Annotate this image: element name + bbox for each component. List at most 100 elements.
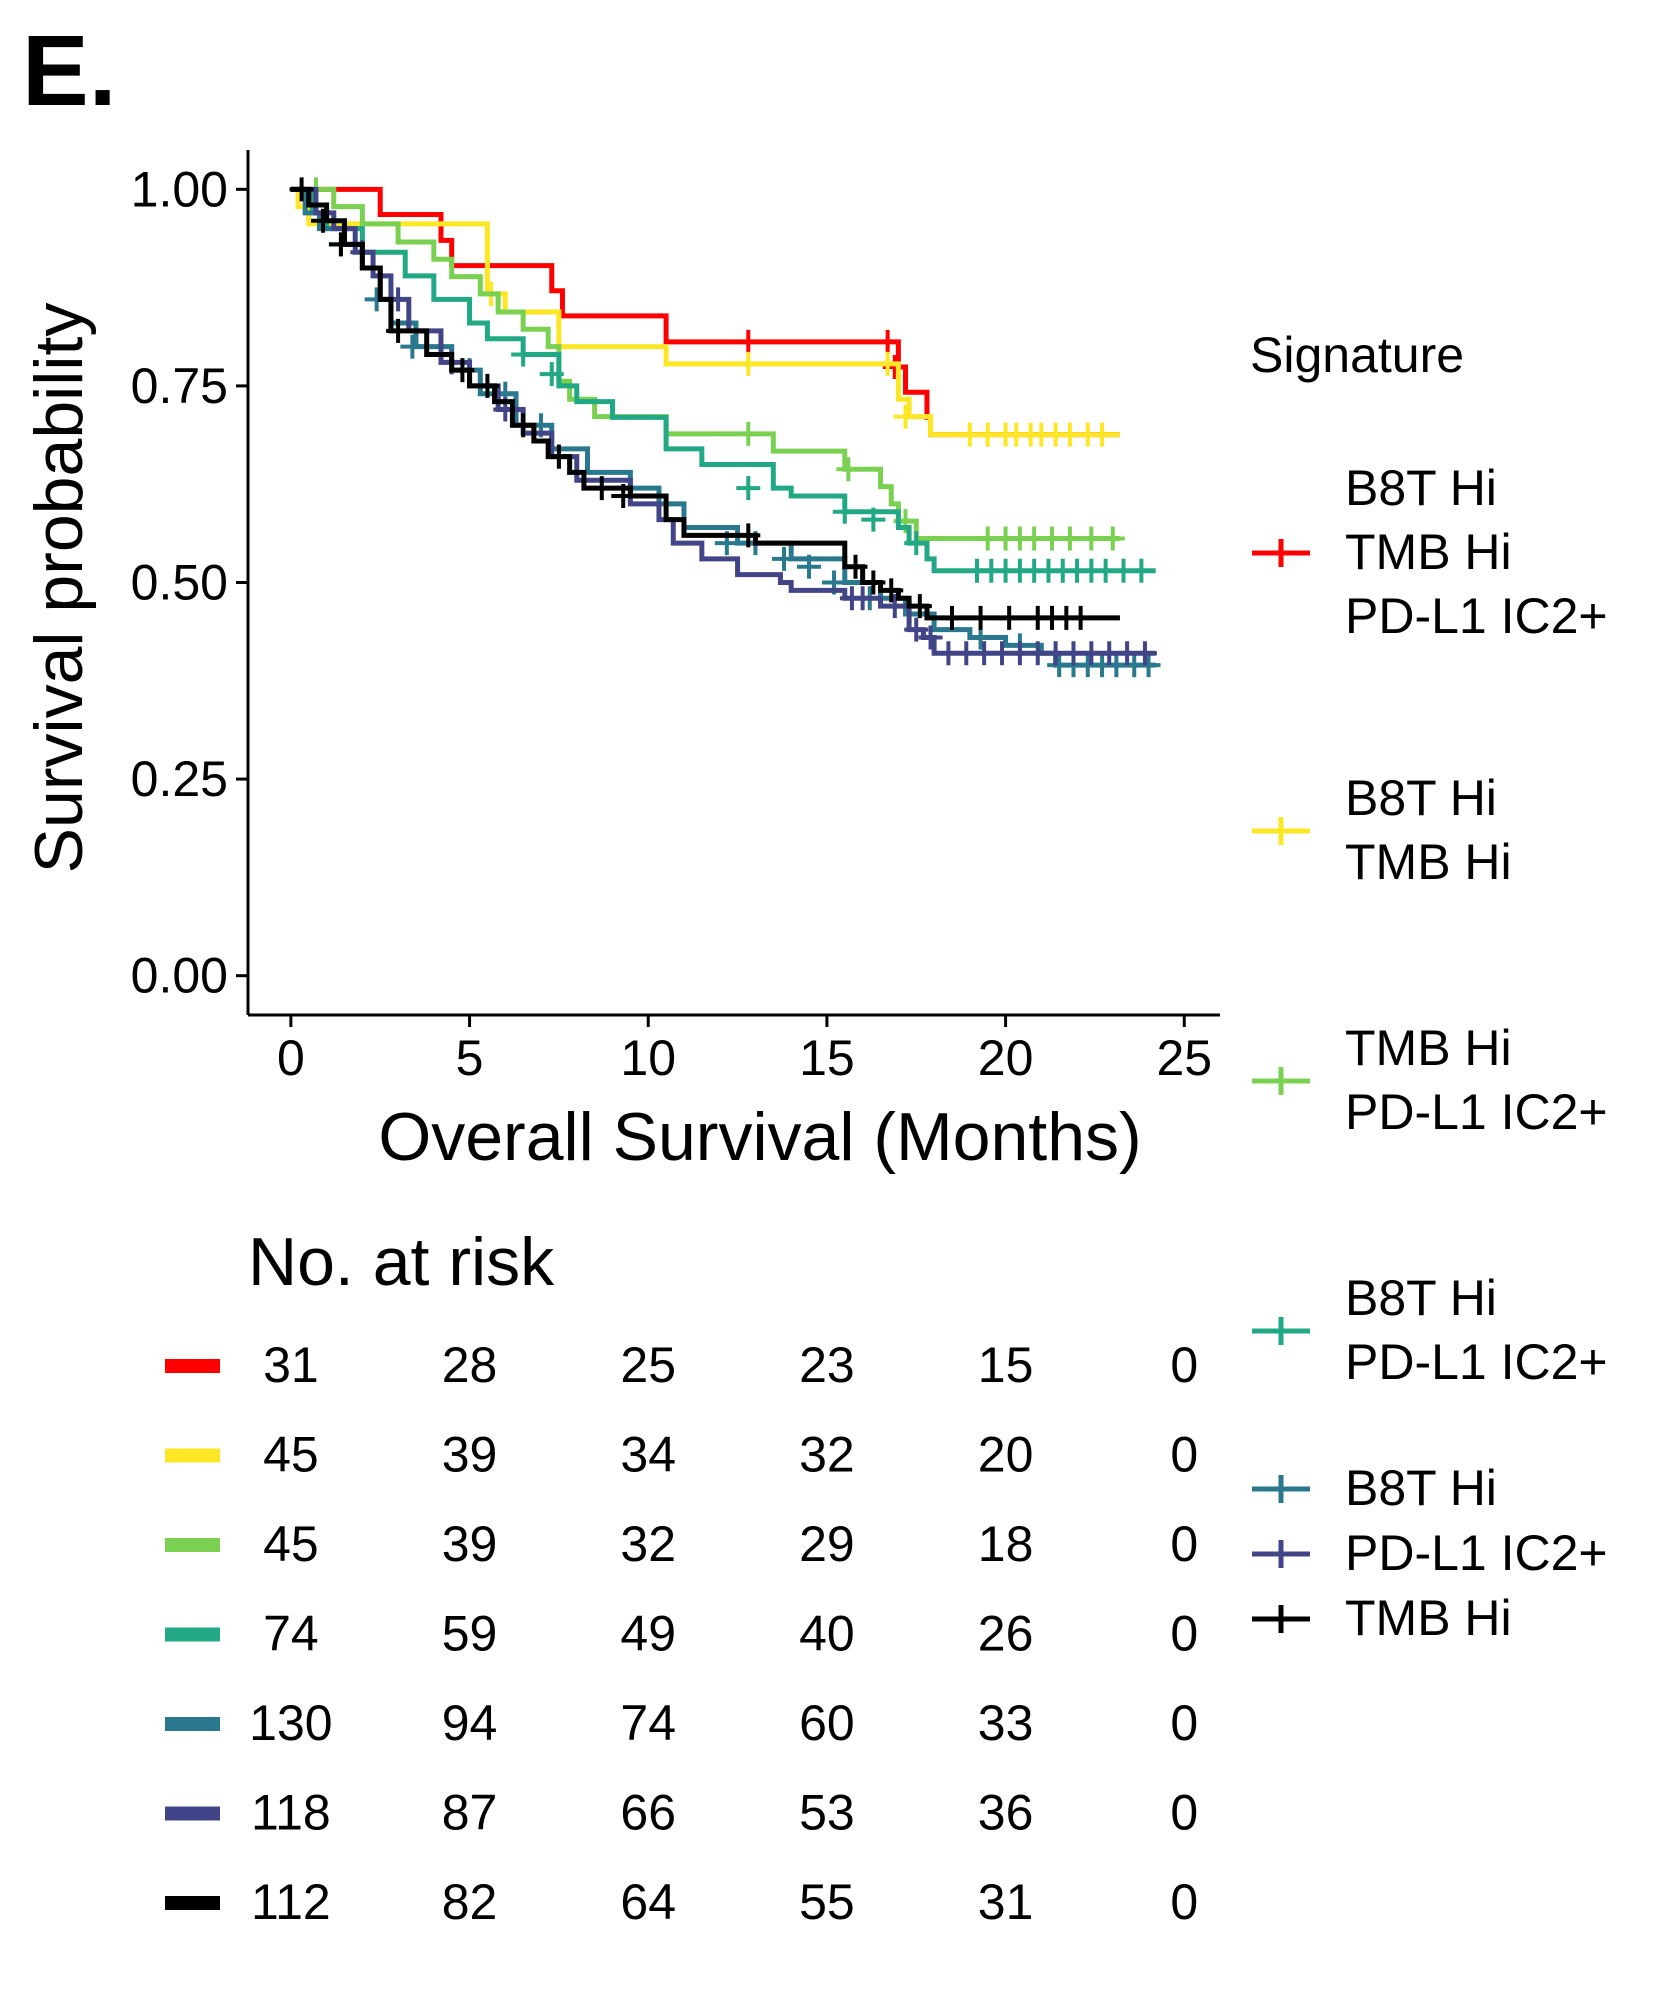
censor-mark [850, 586, 875, 611]
legend-label: PD-L1 IC2+ [1345, 1525, 1608, 1581]
censor-mark [386, 318, 411, 343]
censor-mark [875, 351, 900, 376]
risk-cell: 0 [1170, 1337, 1198, 1393]
censor-mark [328, 232, 353, 257]
risk-cell: 32 [799, 1427, 855, 1483]
risk-cell: 0 [1170, 1606, 1198, 1662]
legend-entry-3: B8T Hi PD-L1 IC2+ [1252, 1270, 1608, 1390]
panel-label: E. [22, 15, 116, 127]
risk-cell: 60 [799, 1695, 855, 1751]
censor-mark [289, 177, 314, 202]
risk-row-1: 45 39 34 32 20 0 [165, 1427, 1198, 1483]
censor-mark [736, 476, 761, 501]
y-tick-label: 0.00 [131, 948, 228, 1004]
risk-table: No. at risk 31 28 25 23 15 0 45 39 34 32 20 0 45 39 32… [165, 1224, 1198, 1930]
censor-mark [918, 625, 943, 650]
censor-mark [1100, 526, 1125, 551]
risk-cell: 39 [442, 1427, 498, 1483]
risk-cell: 74 [263, 1606, 319, 1662]
km-series-1 [290, 186, 1120, 447]
risk-cell: 31 [263, 1337, 319, 1393]
legend-entry-1: B8T Hi TMB Hi [1252, 770, 1512, 890]
x-axis-label: Overall Survival (Months) [378, 1099, 1141, 1175]
risk-cell: 74 [620, 1695, 676, 1751]
censor-mark [511, 342, 536, 367]
censor-mark [546, 444, 571, 469]
x-tick-label: 10 [620, 1030, 676, 1086]
risk-cell: 55 [799, 1874, 855, 1930]
risk-cell: 39 [442, 1516, 498, 1572]
km-curve [290, 186, 1120, 621]
censor-mark [736, 421, 761, 446]
censor-mark [1132, 641, 1157, 666]
risk-cell: 25 [620, 1337, 676, 1393]
x-tick-label: 20 [978, 1030, 1034, 1086]
risk-row-2: 45 39 32 29 18 0 [165, 1516, 1198, 1572]
risk-cell: 20 [978, 1427, 1034, 1483]
risk-row-3: 74 59 49 40 26 0 [165, 1606, 1198, 1662]
legend-label: B8T Hi [1345, 460, 1497, 516]
y-tick-label: 0.25 [131, 751, 228, 807]
censor-mark [475, 373, 500, 398]
plot-area: 0 5 10 15 20 25 0.00 0.25 0.50 0.75 1.00 [131, 150, 1220, 1086]
legend-label: B8T Hi [1345, 770, 1497, 826]
censor-mark [1057, 526, 1082, 551]
km-series-5 [290, 186, 1157, 666]
risk-cell: 0 [1170, 1785, 1198, 1841]
risk-cell: 66 [620, 1785, 676, 1841]
km-curve [290, 186, 1120, 438]
censor-mark [311, 208, 336, 233]
legend-label: TMB Hi [1345, 1590, 1512, 1646]
legend-label: TMB Hi [1345, 834, 1512, 890]
risk-cell: 87 [442, 1785, 498, 1841]
y-tick-label: 1.00 [131, 161, 228, 217]
censor-mark [907, 594, 932, 619]
risk-cell: 31 [978, 1874, 1034, 1930]
risk-cell: 59 [442, 1606, 498, 1662]
risk-cell: 112 [251, 1874, 331, 1930]
risk-cell: 34 [620, 1427, 676, 1483]
km-curve [290, 186, 1156, 656]
legend-label: TMB Hi [1345, 524, 1512, 580]
censor-mark [736, 351, 761, 376]
legend-label: PD-L1 IC2+ [1345, 588, 1608, 644]
risk-cell: 36 [978, 1785, 1034, 1841]
risk-cell: 0 [1170, 1874, 1198, 1930]
censor-mark [797, 554, 822, 579]
censor-mark [511, 413, 536, 438]
y-tick-label: 0.50 [131, 555, 228, 611]
censor-mark [904, 617, 929, 642]
risk-cell: 33 [978, 1695, 1034, 1751]
risk-table-title: No. at risk [248, 1224, 555, 1300]
legend-entry-6: TMB Hi [1252, 1590, 1512, 1646]
censor-mark [1079, 526, 1104, 551]
legend-label: PD-L1 IC2+ [1345, 1084, 1608, 1140]
censor-mark [1068, 605, 1093, 630]
censor-mark [893, 404, 918, 429]
legend-entry-0: B8T Hi TMB Hi PD-L1 IC2+ [1252, 460, 1608, 644]
risk-cell: 45 [263, 1427, 319, 1483]
risk-cell: 0 [1170, 1427, 1198, 1483]
risk-cell: 18 [978, 1516, 1034, 1572]
censor-mark [1136, 653, 1161, 678]
censor-mark [736, 523, 761, 548]
y-tick-label: 0.75 [131, 358, 228, 414]
y-axis-label: Survival probability [21, 303, 97, 874]
censor-mark [861, 507, 886, 532]
risk-cell: 94 [442, 1695, 498, 1751]
censor-mark [939, 605, 964, 630]
risk-cell: 29 [799, 1516, 855, 1572]
risk-cell: 23 [799, 1337, 855, 1393]
risk-cell: 40 [799, 1606, 855, 1662]
censor-mark [843, 554, 868, 579]
risk-cell: 49 [620, 1606, 676, 1662]
censor-mark [879, 578, 904, 603]
censor-mark [997, 605, 1022, 630]
risk-cell: 64 [620, 1874, 676, 1930]
risk-cell: 82 [442, 1874, 498, 1930]
legend-entry-4: B8T Hi [1252, 1460, 1497, 1516]
risk-row-5: 118 87 66 53 36 0 [165, 1785, 1198, 1841]
risk-cell: 26 [978, 1606, 1034, 1662]
x-tick-label: 15 [799, 1030, 855, 1086]
